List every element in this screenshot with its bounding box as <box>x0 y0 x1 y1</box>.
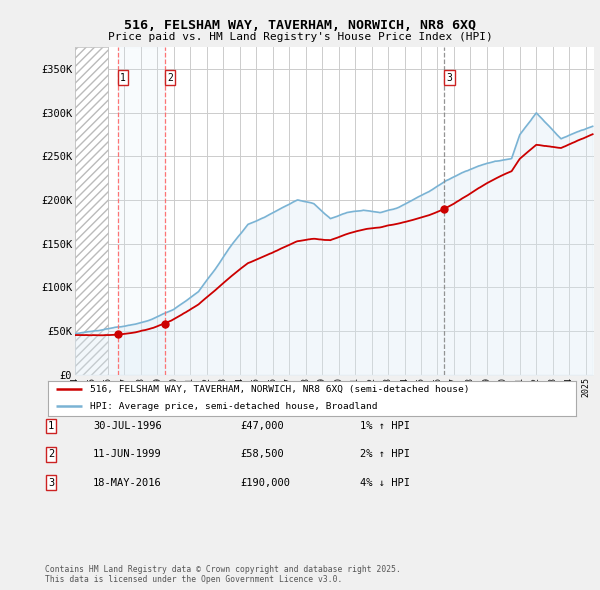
Text: 1: 1 <box>48 421 54 431</box>
Bar <box>118 47 164 375</box>
Text: 2: 2 <box>48 450 54 459</box>
Text: £190,000: £190,000 <box>240 478 290 487</box>
Text: Contains HM Land Registry data © Crown copyright and database right 2025.
This d: Contains HM Land Registry data © Crown c… <box>45 565 401 584</box>
Text: 3: 3 <box>446 73 452 83</box>
Text: 3: 3 <box>48 478 54 487</box>
Text: 516, FELSHAM WAY, TAVERHAM, NORWICH, NR8 6XQ: 516, FELSHAM WAY, TAVERHAM, NORWICH, NR8… <box>124 19 476 32</box>
Text: 18-MAY-2016: 18-MAY-2016 <box>93 478 162 487</box>
Text: Price paid vs. HM Land Registry's House Price Index (HPI): Price paid vs. HM Land Registry's House … <box>107 32 493 42</box>
Text: 4% ↓ HPI: 4% ↓ HPI <box>360 478 410 487</box>
Text: £58,500: £58,500 <box>240 450 284 459</box>
Text: 2% ↑ HPI: 2% ↑ HPI <box>360 450 410 459</box>
Text: HPI: Average price, semi-detached house, Broadland: HPI: Average price, semi-detached house,… <box>90 402 378 411</box>
Text: 1% ↑ HPI: 1% ↑ HPI <box>360 421 410 431</box>
Text: 11-JUN-1999: 11-JUN-1999 <box>93 450 162 459</box>
Text: 516, FELSHAM WAY, TAVERHAM, NORWICH, NR8 6XQ (semi-detached house): 516, FELSHAM WAY, TAVERHAM, NORWICH, NR8… <box>90 385 470 394</box>
Text: 2: 2 <box>167 73 173 83</box>
Bar <box>75 47 108 375</box>
Text: 30-JUL-1996: 30-JUL-1996 <box>93 421 162 431</box>
Text: 1: 1 <box>120 73 126 83</box>
Text: £47,000: £47,000 <box>240 421 284 431</box>
